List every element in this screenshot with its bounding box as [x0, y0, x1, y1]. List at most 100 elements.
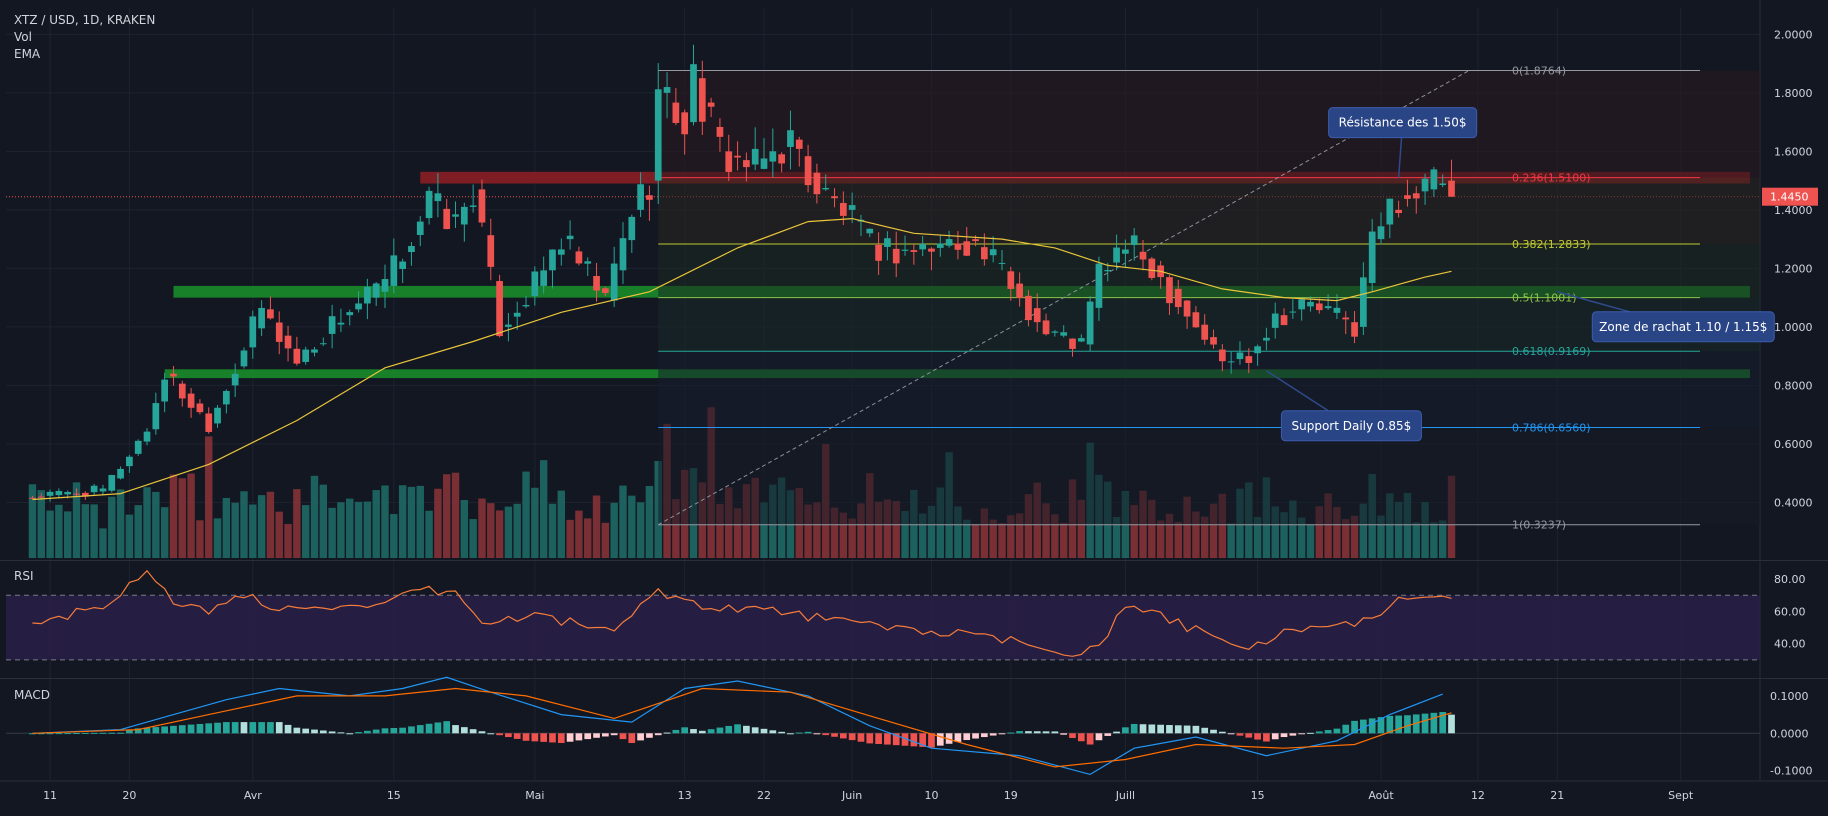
macd-histogram-bar: [1315, 731, 1323, 734]
date-tick-label: 13: [678, 789, 692, 802]
price-tick-label: 1.4000: [1774, 204, 1813, 217]
candle-body: [989, 249, 997, 256]
macd-histogram-bar: [1263, 733, 1270, 742]
date-tick-label: 15: [387, 789, 401, 802]
price-tick-label: 1.8000: [1774, 87, 1813, 100]
candle-body: [1016, 283, 1023, 298]
date-tick-label: Juill: [1115, 789, 1135, 802]
macd-histogram-bar: [178, 725, 186, 734]
volume-bar: [1333, 506, 1341, 558]
candle-body: [487, 235, 495, 267]
volume-bar: [733, 508, 742, 558]
fib-level-label: 0.236(1.5100): [1512, 172, 1591, 185]
volume-bar: [883, 499, 892, 558]
volume-bar: [425, 510, 433, 558]
volume-bar: [72, 482, 81, 558]
volume-bar: [980, 508, 989, 558]
candle-body: [443, 208, 451, 230]
macd-tick-label: 0.1000: [1770, 690, 1809, 703]
candle-body: [575, 251, 583, 264]
macd-histogram-bar: [1139, 724, 1147, 734]
candle-body: [469, 205, 477, 207]
fib-zone-fill: [658, 297, 1760, 352]
candle-body: [1236, 352, 1244, 360]
macd-histogram-bar: [628, 733, 636, 744]
candle-body: [1201, 324, 1209, 340]
macd-histogram-bar: [1245, 733, 1253, 738]
macd-histogram-bar: [1157, 724, 1164, 734]
fib-zone-fill: [658, 427, 1760, 525]
macd-histogram-bar: [311, 729, 318, 734]
volume-bar: [231, 502, 239, 558]
macd-histogram-bar: [205, 723, 213, 734]
volume-bar: [434, 488, 442, 558]
volume-bar: [1183, 496, 1191, 558]
price-tick-label: 0.8000: [1774, 379, 1813, 392]
candle-body: [725, 151, 733, 172]
macd-histogram-bar: [919, 733, 927, 747]
candle-body: [954, 243, 962, 250]
macd-line: [32, 676, 1443, 776]
macd-histogram-bar: [1298, 733, 1306, 735]
macd-histogram-bar: [901, 733, 909, 746]
macd-histogram-bar: [1395, 715, 1402, 734]
date-tick-label: Juin: [841, 789, 862, 802]
candle-body: [1342, 317, 1350, 320]
candle-body: [1060, 332, 1068, 336]
candle-body: [1360, 277, 1367, 327]
macd-histogram-bar: [1086, 733, 1094, 745]
candle-body: [584, 261, 592, 264]
candle-body: [170, 373, 177, 377]
candle-body: [1307, 301, 1314, 307]
macd-histogram-bar: [566, 733, 574, 742]
macd-histogram-bar: [760, 728, 768, 734]
volume-bar: [372, 490, 380, 558]
candle-body: [892, 248, 900, 264]
volume-bar: [416, 485, 424, 558]
volume-bar: [293, 489, 301, 558]
candle-body: [945, 239, 953, 246]
macd-histogram-bar: [716, 727, 724, 734]
volume-bar: [1209, 503, 1218, 558]
macd-histogram-bar: [725, 725, 733, 734]
macd-histogram-bar: [1439, 712, 1447, 734]
candle-body: [998, 262, 1006, 264]
volume-bar: [1421, 502, 1429, 558]
fib-zone-fill: [658, 244, 1760, 298]
fib-zone-fill: [658, 177, 1760, 245]
macd-histogram-bar: [1148, 724, 1156, 734]
volume-bar: [813, 502, 821, 558]
candle-body: [522, 305, 530, 307]
volume-bar: [584, 518, 592, 558]
macd-histogram-bar: [81, 732, 89, 734]
volume-bar: [134, 505, 142, 558]
volume-bar: [55, 504, 63, 558]
macd-histogram-bar: [751, 727, 759, 734]
macd-histogram-bar: [478, 731, 486, 734]
macd-histogram-bar: [584, 733, 592, 740]
price-tick-label: 2.0000: [1774, 28, 1813, 41]
macd-tick-label: -0.1000: [1770, 765, 1812, 778]
volume-bar: [1051, 514, 1059, 558]
volume-bar: [610, 502, 618, 558]
candle-body: [769, 151, 777, 162]
macd-histogram-bar: [884, 733, 891, 745]
macd-histogram-bar: [425, 723, 433, 734]
volume-bar: [160, 507, 169, 558]
rsi-label: RSI: [14, 569, 34, 583]
volume-bar: [1015, 513, 1024, 558]
macd-histogram-bar: [557, 733, 565, 744]
ema-line: [32, 217, 1452, 501]
macd-histogram-bar: [496, 733, 503, 736]
macd-histogram-bar: [1404, 715, 1411, 734]
fib-zone-fill: [658, 351, 1760, 428]
macd-histogram-bar: [654, 733, 662, 736]
macd-histogram-bar: [1218, 731, 1226, 734]
macd-histogram-bar: [1104, 733, 1112, 736]
volume-bar: [222, 497, 231, 558]
volume-bar: [1156, 520, 1165, 558]
volume-bar: [90, 504, 98, 558]
volume-bar: [381, 485, 389, 558]
candle-body: [593, 275, 600, 291]
candle-body: [152, 403, 160, 430]
